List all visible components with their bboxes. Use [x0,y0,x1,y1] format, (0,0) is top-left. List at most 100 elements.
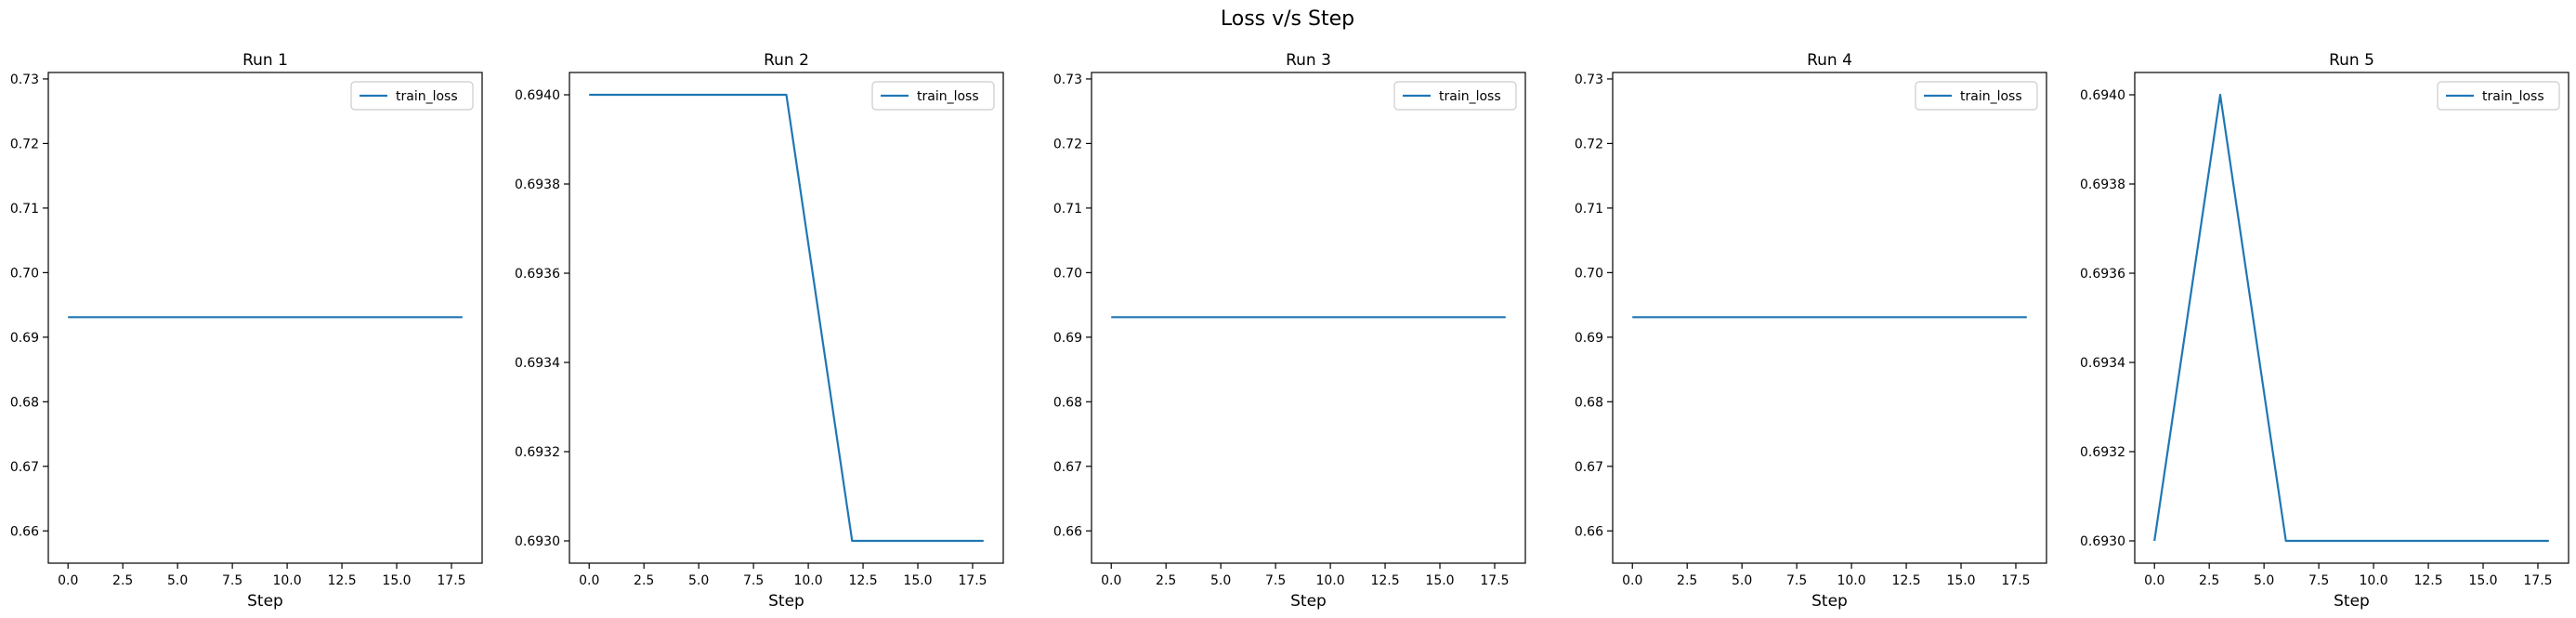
y-tick-label: 0.69 [10,331,39,346]
subplot-title: Run 2 [764,51,809,70]
x-axis-label: Step [1290,592,1327,611]
figure-title: Loss v/s Step [1221,7,1354,31]
y-tick-label: 0.69 [1575,331,1603,346]
x-tick-label: 15.0 [2468,573,2497,588]
x-tick-label: 10.0 [2360,573,2388,588]
x-tick-label: 17.5 [958,573,987,588]
y-tick-label: 0.6938 [2080,178,2125,192]
y-tick-label: 0.6936 [2080,267,2125,282]
legend-label: train_loss [917,89,979,104]
y-tick-label: 0.67 [10,460,39,475]
subplot-3: Run 3 0.0 2.5 5.0 7.5 10.0 12.5 15.0 17.5 0.66 0.6… [1053,51,1526,611]
x-tick-label: 5.0 [1732,573,1752,588]
x-tick-label: 5.0 [2254,573,2274,588]
x-tick-label: 2.5 [1156,573,1176,588]
legend-frame [1393,81,1517,111]
legend: train_loss [2437,81,2560,111]
y-tick-label: 0.70 [10,266,39,281]
y-tick-label: 0.67 [1575,460,1603,475]
legend: train_loss [1915,81,2038,111]
y-tick-label: 0.6932 [2080,445,2125,460]
y-tick-label: 0.72 [1053,137,1082,151]
subplot-4: Run 4 0.0 2.5 5.0 7.5 10.0 12.5 15.0 17.5 0.66 0.6… [1575,51,2047,611]
series-line-train-loss [2153,93,2549,543]
y-tick-label: 0.73 [1053,72,1082,87]
x-tick-label: 7.5 [1786,573,1807,588]
x-tick-label: 5.0 [688,573,709,588]
y-tick-label: 0.6940 [515,88,560,103]
axes-frame [47,72,483,564]
x-tick-label: 5.0 [167,573,188,588]
x-tick-label: 2.5 [112,573,133,588]
x-tick-label: 0.0 [579,573,599,588]
y-tick-label: 0.69 [1053,331,1082,346]
x-tick-label: 10.0 [793,573,822,588]
legend: train_loss [1393,81,1517,111]
y-tick-label: 0.68 [1575,395,1603,410]
subplot-5: Run 5 0.0 2.5 5.0 7.5 10.0 12.5 15.0 17.5 0.6930 0… [2080,51,2569,611]
legend-frame [1915,81,2038,111]
legend-label: train_loss [396,89,458,104]
x-tick-label: 2.5 [1677,573,1697,588]
legend-label: train_loss [1960,89,2022,104]
y-tick-label: 0.6940 [2080,88,2125,103]
x-tick-label: 15.0 [903,573,932,588]
x-tick-label: 10.0 [1837,573,1865,588]
y-tick-label: 0.67 [1053,460,1082,475]
x-tick-label: 15.0 [1425,573,1454,588]
x-tick-label: 15.0 [1946,573,1975,588]
x-tick-label: 10.0 [1315,573,1344,588]
x-tick-label: 0.0 [2144,573,2164,588]
y-tick-label: 0.73 [1575,72,1603,87]
x-tick-label: 0.0 [58,573,78,588]
y-tick-label: 0.73 [10,72,39,87]
x-axis-label: Step [768,592,804,611]
x-axis-label: Step [1811,592,1848,611]
subplot-title: Run 3 [1286,51,1331,70]
x-tick-label: 2.5 [2199,573,2219,588]
y-tick-label: 0.66 [1575,524,1603,539]
y-tick-label: 0.6934 [2080,356,2125,371]
subplot-2: Run 2 0.0 2.5 5.0 7.5 10.0 12.5 15.0 17.5 0.6930 0… [515,51,1004,611]
y-tick-label: 0.70 [1575,266,1603,281]
x-tick-label: 7.5 [222,573,242,588]
x-tick-label: 7.5 [1265,573,1286,588]
legend-frame [350,81,474,111]
subplot-title: Run 5 [2329,51,2374,70]
x-tick-label: 5.0 [1210,573,1231,588]
subplot-title: Run 4 [1807,51,1852,70]
x-tick-label: 17.5 [2001,573,2030,588]
y-tick-label: 0.66 [1053,524,1082,539]
subplot-grid: Run 1 0.0 2.5 5.0 7.5 10.0 12.5 15.0 17.5 0.66 0.6… [10,51,2569,611]
y-tick-label: 0.6934 [515,356,560,371]
x-tick-label: 12.5 [2413,573,2442,588]
x-tick-label: 0.0 [1101,573,1121,588]
y-tick-label: 0.72 [10,137,39,151]
legend-label: train_loss [1439,89,1501,104]
axes-frame [1612,72,2047,564]
y-tick-label: 0.66 [10,524,39,539]
y-tick-label: 0.68 [10,395,39,410]
x-tick-label: 7.5 [743,573,764,588]
x-tick-label: 17.5 [2523,573,2552,588]
x-tick-label: 12.5 [327,573,356,588]
y-tick-label: 0.72 [1575,137,1603,151]
x-tick-label: 12.5 [1891,573,1920,588]
y-tick-label: 0.70 [1053,266,1082,281]
legend-frame [2437,81,2560,111]
x-tick-label: 10.0 [272,573,301,588]
y-tick-label: 0.71 [1575,202,1603,217]
y-tick-label: 0.68 [1053,395,1082,410]
y-tick-label: 0.6938 [515,178,560,192]
legend-label: train_loss [2482,89,2544,104]
x-tick-label: 12.5 [1370,573,1399,588]
x-axis-label: Step [247,592,283,611]
legend: train_loss [871,81,995,111]
series-line-train-loss [589,93,984,543]
y-tick-label: 0.6930 [515,534,560,549]
axes-frame [569,72,1004,564]
subplot-title: Run 1 [242,51,288,70]
y-tick-label: 0.71 [10,202,39,217]
x-tick-label: 15.0 [382,573,411,588]
